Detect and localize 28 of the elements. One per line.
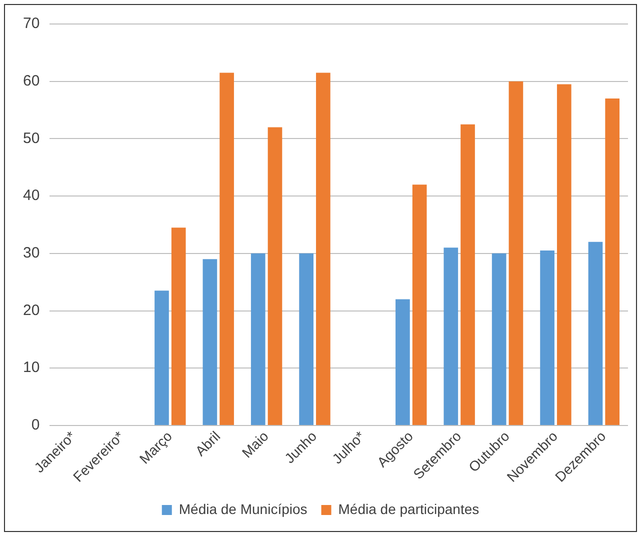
y-tick-label: 0 bbox=[31, 416, 40, 434]
bar bbox=[605, 98, 620, 425]
bar bbox=[444, 248, 458, 425]
bar bbox=[460, 124, 475, 425]
y-tick-label: 40 bbox=[22, 187, 40, 204]
bar bbox=[299, 253, 314, 425]
y-tick-label: 10 bbox=[22, 359, 40, 376]
bar bbox=[220, 72, 234, 425]
bar bbox=[540, 250, 554, 425]
legend-label: Média de Municípios bbox=[178, 500, 308, 517]
bar bbox=[250, 253, 266, 425]
bar bbox=[492, 253, 506, 425]
y-tick-label: 30 bbox=[22, 244, 40, 262]
bar bbox=[556, 84, 572, 425]
bar bbox=[154, 290, 169, 425]
y-tick-label: 20 bbox=[22, 302, 40, 319]
y-tick-label: 50 bbox=[22, 130, 40, 147]
bar bbox=[588, 242, 603, 425]
bar bbox=[268, 127, 282, 425]
bar bbox=[316, 72, 330, 425]
y-tick-label: 70 bbox=[22, 15, 40, 32]
legend-label: Média de participantes bbox=[338, 500, 480, 517]
y-tick-label: 60 bbox=[22, 72, 40, 90]
bar bbox=[508, 81, 524, 425]
bar bbox=[202, 259, 218, 425]
bar bbox=[412, 184, 427, 425]
bar bbox=[171, 228, 186, 425]
bar bbox=[396, 299, 410, 425]
